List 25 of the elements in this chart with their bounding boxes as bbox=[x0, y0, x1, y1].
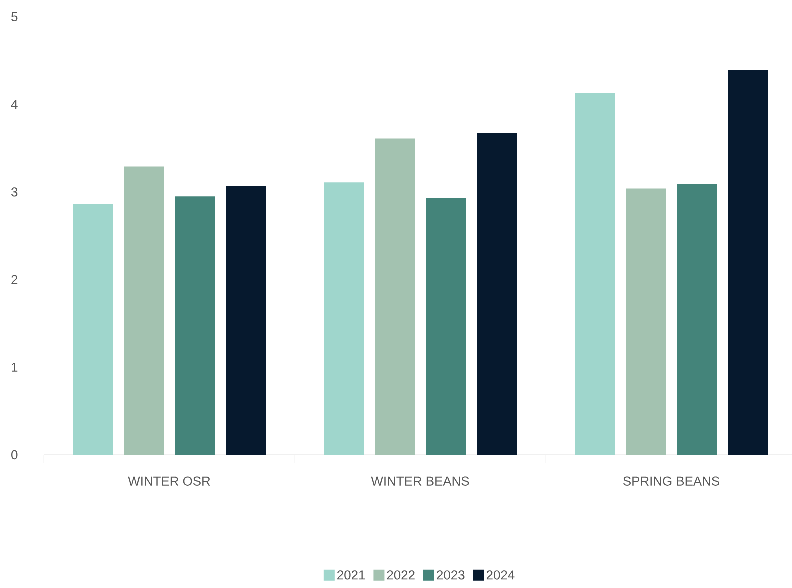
bar bbox=[226, 186, 266, 455]
legend-label: 2023 bbox=[437, 570, 465, 580]
bar bbox=[375, 138, 416, 455]
bar bbox=[324, 182, 364, 455]
y-tick-label: 1 bbox=[12, 362, 18, 372]
bar bbox=[626, 188, 666, 455]
bar bbox=[728, 70, 768, 455]
bar bbox=[477, 134, 518, 455]
x-tick-label: WINTER OSR bbox=[128, 476, 210, 486]
bar bbox=[426, 198, 466, 455]
legend-label: 2022 bbox=[387, 570, 415, 580]
bar bbox=[73, 204, 113, 455]
legend-label: 2021 bbox=[338, 570, 366, 580]
x-tick-label: WINTER BEANS bbox=[371, 476, 470, 486]
y-tick-label: 5 bbox=[12, 12, 18, 22]
y-tick-label: 4 bbox=[11, 100, 18, 110]
bar bbox=[175, 196, 216, 455]
y-tick-label: 0 bbox=[12, 450, 18, 460]
legend-label: 2024 bbox=[486, 570, 515, 580]
y-tick-label: 3 bbox=[12, 188, 18, 197]
bar bbox=[575, 93, 616, 455]
x-tick-label: SPRING BEANS bbox=[624, 476, 720, 486]
bar bbox=[124, 166, 164, 455]
y-tick-label: 2 bbox=[12, 275, 18, 284]
bar bbox=[677, 184, 718, 455]
